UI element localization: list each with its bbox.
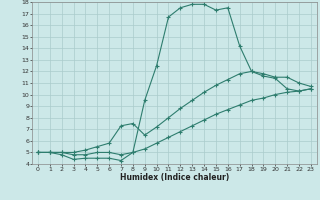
X-axis label: Humidex (Indice chaleur): Humidex (Indice chaleur): [120, 173, 229, 182]
